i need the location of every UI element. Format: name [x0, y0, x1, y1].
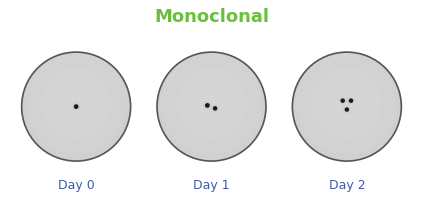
Circle shape — [74, 105, 79, 109]
Circle shape — [55, 83, 97, 125]
Text: Day 2: Day 2 — [329, 178, 365, 191]
Circle shape — [297, 54, 397, 154]
Circle shape — [213, 107, 217, 111]
Circle shape — [72, 103, 80, 111]
Circle shape — [161, 54, 262, 154]
Circle shape — [203, 102, 212, 110]
Circle shape — [26, 54, 126, 154]
Circle shape — [347, 97, 355, 105]
Circle shape — [176, 69, 247, 139]
Circle shape — [339, 97, 347, 105]
Text: Monoclonal: Monoclonal — [154, 8, 269, 26]
Circle shape — [292, 53, 401, 161]
Text: Day 1: Day 1 — [193, 178, 230, 191]
Circle shape — [41, 69, 112, 139]
Circle shape — [326, 83, 368, 125]
Circle shape — [22, 53, 131, 161]
Circle shape — [345, 108, 349, 112]
Text: Day 0: Day 0 — [58, 178, 94, 191]
Circle shape — [205, 103, 210, 108]
Circle shape — [343, 106, 351, 114]
Circle shape — [211, 105, 219, 113]
Circle shape — [349, 99, 353, 103]
Circle shape — [341, 99, 345, 103]
Circle shape — [157, 53, 266, 161]
Circle shape — [311, 69, 382, 139]
Circle shape — [191, 83, 232, 125]
